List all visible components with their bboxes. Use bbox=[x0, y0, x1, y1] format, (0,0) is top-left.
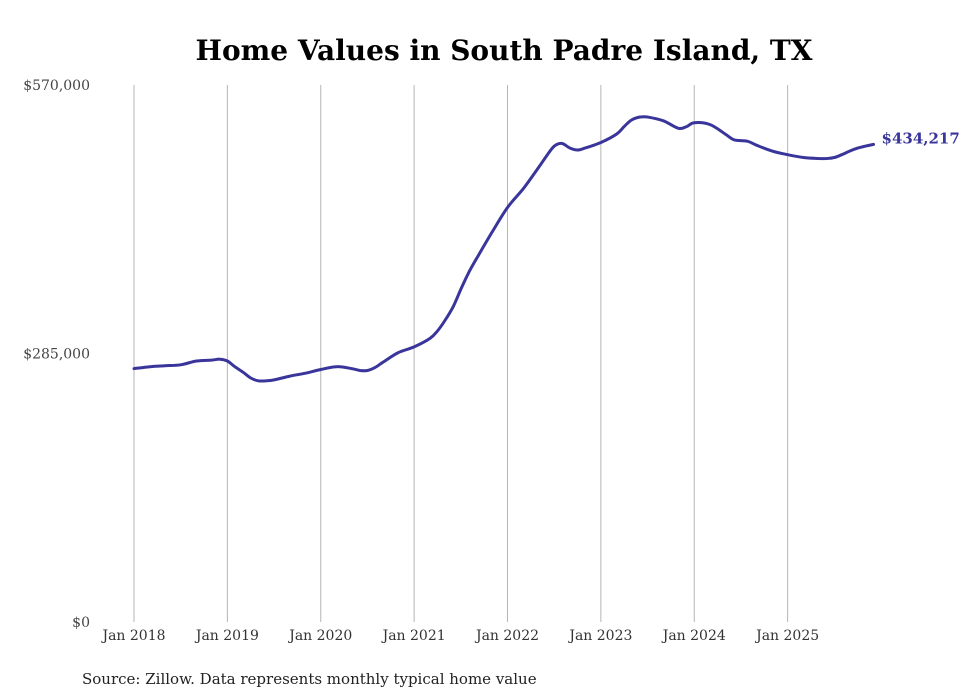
x-tick-label: Jan 2024 bbox=[661, 628, 726, 644]
x-tick-label: Jan 2018 bbox=[100, 628, 165, 644]
y-axis-ticks: $0 $285,000 $570,000 bbox=[23, 78, 90, 631]
y-tick-label: $570,000 bbox=[23, 78, 90, 94]
home-value-line bbox=[132, 115, 875, 383]
chart-title: Home Values in South Padre Island, TX bbox=[196, 34, 813, 67]
source-note: Source: Zillow. Data represents monthly … bbox=[82, 670, 537, 688]
y-tick-label: $285,000 bbox=[23, 347, 90, 363]
x-tick-label: Jan 2020 bbox=[287, 628, 352, 644]
gridlines bbox=[133, 85, 789, 622]
x-tick-label: Jan 2022 bbox=[474, 628, 539, 644]
latest-value-label: $434,217 bbox=[882, 129, 960, 147]
x-tick-label: Jan 2023 bbox=[567, 628, 632, 644]
x-tick-label: Jan 2021 bbox=[381, 628, 446, 644]
x-axis-ticks: Jan 2018 Jan 2019 Jan 2020 Jan 2021 Jan 2022… bbox=[100, 628, 819, 644]
y-tick-label: $0 bbox=[72, 615, 90, 631]
x-tick-label: Jan 2025 bbox=[754, 628, 819, 644]
x-tick-label: Jan 2019 bbox=[194, 628, 259, 644]
